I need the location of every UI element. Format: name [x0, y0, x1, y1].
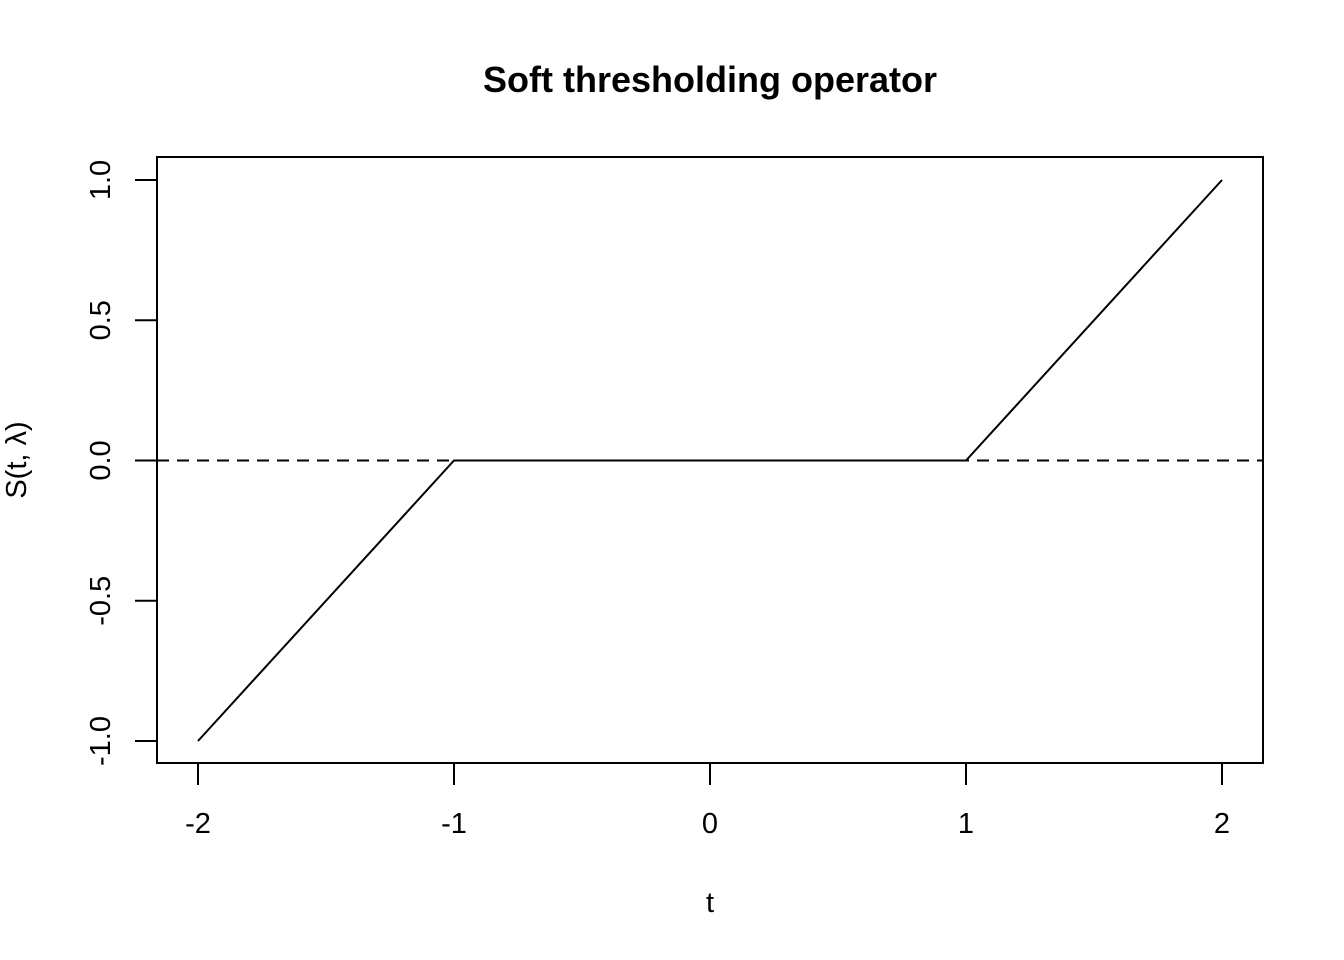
y-tick-label: -0.5: [85, 576, 117, 626]
series-group: [197, 179, 1223, 742]
y-tick-label: 0.5: [85, 300, 117, 340]
x-tick-label: 1: [958, 808, 974, 840]
y-tick-label: 1.0: [85, 160, 117, 200]
x-tick-label: -1: [441, 808, 467, 840]
x-tick-label: -2: [185, 808, 211, 840]
x-axis: -2 -1 0 1 2: [185, 762, 1230, 840]
series-line: [197, 179, 1223, 742]
y-tick-label: -1.0: [85, 716, 117, 766]
x-axis-label: t: [706, 887, 714, 919]
y-axis: -1.0 -0.5 0.0 0.5 1.0: [85, 160, 158, 766]
y-axis-label: S(t, λ): [1, 421, 33, 498]
x-tick-label: 2: [1214, 808, 1230, 840]
y-tick-label: 0.0: [85, 440, 117, 480]
x-tick-label: 0: [702, 808, 718, 840]
chart-title: Soft thresholding operator: [483, 59, 937, 100]
